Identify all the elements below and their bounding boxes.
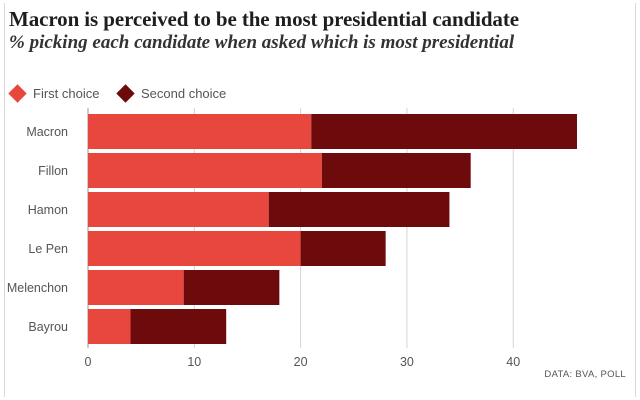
bar-bayrou-first-choice: [88, 309, 131, 344]
category-label-macron: Macron: [26, 125, 68, 139]
bar-le-pen-second-choice: [300, 231, 386, 266]
bar-melenchon-first-choice: [88, 270, 184, 305]
bar-fillon-first-choice: [88, 153, 322, 188]
bar-melenchon-second-choice: [183, 270, 280, 305]
x-tick-label-10: 10: [187, 355, 201, 369]
chart-title: Macron is perceived to be the most presi…: [9, 7, 519, 31]
category-label-hamon: Hamon: [28, 203, 68, 217]
legend-label-second-choice: Second choice: [141, 86, 227, 101]
legend-label-first-choice: First choice: [33, 86, 100, 101]
x-tick-label-30: 30: [400, 355, 414, 369]
bar-le-pen-first-choice: [88, 231, 301, 266]
bar-macron-first-choice: [88, 114, 312, 149]
category-label-fillon: Fillon: [38, 164, 68, 178]
bar-hamon-second-choice: [268, 192, 450, 227]
bar-hamon-first-choice: [88, 192, 269, 227]
chart-subtitle: % picking each candidate when asked whic…: [9, 32, 515, 53]
category-label-bayrou: Bayrou: [28, 320, 68, 334]
source-note: DATA: BVA, POLL: [544, 369, 626, 380]
chart-frame: [4, 3, 636, 397]
x-tick-label-20: 20: [294, 355, 308, 369]
x-tick-label-40: 40: [506, 355, 520, 369]
category-label-le-pen: Le Pen: [28, 242, 68, 256]
bar-fillon-second-choice: [321, 153, 471, 188]
bar-bayrou-second-choice: [130, 309, 227, 344]
category-label-melenchon: Melenchon: [7, 281, 68, 295]
bar-macron-second-choice: [311, 114, 577, 149]
x-tick-label-0: 0: [85, 355, 92, 369]
